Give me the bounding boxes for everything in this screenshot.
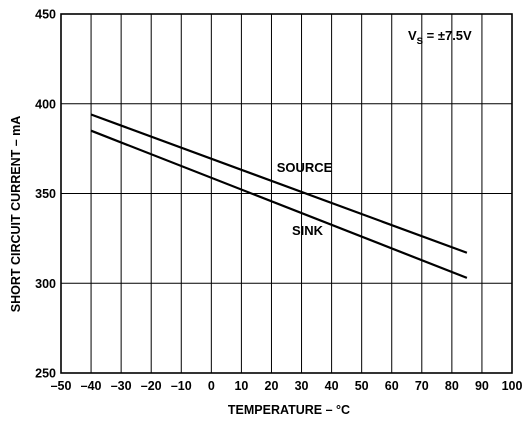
x-tick-label: 50 (355, 379, 369, 393)
x-tick-label: –50 (51, 379, 72, 393)
x-tick-label: –30 (111, 379, 132, 393)
x-tick-label: –10 (171, 379, 192, 393)
annotation-subscript: S (417, 36, 423, 47)
annotation-symbol: V (408, 28, 417, 43)
series-lines (90, 113, 468, 279)
x-tick-label: 20 (265, 379, 279, 393)
x-tick-label: –40 (81, 379, 102, 393)
series-label-source: SOURCE (277, 160, 333, 175)
y-tick-label: 400 (35, 97, 56, 111)
series-line-sink (90, 129, 468, 279)
x-tick-label: 60 (385, 379, 399, 393)
plot-frame (60, 13, 513, 374)
y-tick-label: 300 (35, 277, 56, 291)
y-tick-labels: 250 300 350 400 450 (35, 8, 56, 381)
x-tick-label: 30 (295, 379, 309, 393)
grid (60, 13, 513, 374)
x-axis-label: TEMPERATURE – °C (228, 403, 350, 417)
x-tick-label: 80 (445, 379, 459, 393)
x-tick-label: 0 (208, 379, 215, 393)
y-tick-label: 450 (35, 8, 56, 22)
x-tick-labels: –50 –40 –30 –20 –10 0 10 20 30 40 50 60 70 80 90 100 (51, 379, 523, 393)
x-tick-label: 10 (234, 379, 248, 393)
y-axis-label: SHORT CIRCUIT CURRENT – mA (9, 116, 23, 313)
x-tick-label: 70 (415, 379, 429, 393)
annotation-value: = ±7.5V (423, 28, 472, 43)
series-labels: SOURCE SINK (277, 160, 333, 238)
x-tick-label: 40 (325, 379, 339, 393)
y-tick-label: 250 (35, 367, 56, 381)
x-tick-label: 100 (502, 379, 523, 393)
x-tick-label: –20 (141, 379, 162, 393)
supply-voltage-annotation: VS = ±7.5V (408, 28, 472, 47)
y-tick-label: 350 (35, 187, 56, 201)
series-label-sink: SINK (292, 223, 324, 238)
x-tick-label: 90 (475, 379, 489, 393)
series-line-source (90, 113, 468, 254)
